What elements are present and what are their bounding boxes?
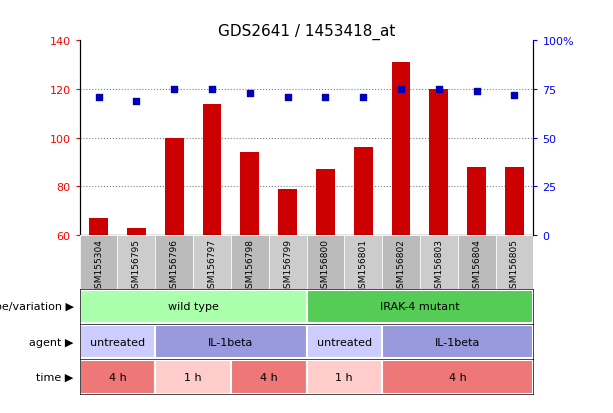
Bar (495, 235, 533, 289)
Bar (231, 235, 268, 289)
Bar (382, 325, 533, 358)
Point (396, 86, 406, 93)
Text: GSM156796: GSM156796 (170, 238, 179, 293)
Text: IL-1beta: IL-1beta (208, 337, 254, 347)
Point (321, 94, 330, 101)
Bar (458, 235, 495, 289)
Text: 4 h: 4 h (260, 372, 278, 382)
Text: GSM156795: GSM156795 (132, 238, 141, 293)
Text: 4 h: 4 h (109, 372, 126, 382)
Bar (240, 153, 259, 235)
Bar (193, 235, 231, 289)
Bar (429, 90, 448, 235)
Text: untreated: untreated (317, 337, 372, 347)
Text: GSM156797: GSM156797 (207, 238, 216, 293)
Bar (231, 360, 306, 394)
Bar (89, 218, 108, 235)
Bar (80, 235, 118, 289)
Bar (268, 235, 306, 289)
Bar (127, 228, 146, 235)
Text: 1 h: 1 h (335, 372, 353, 382)
Bar (505, 168, 524, 235)
Bar (345, 235, 382, 289)
Bar (382, 360, 533, 394)
Bar (306, 290, 533, 323)
Title: GDS2641 / 1453418_at: GDS2641 / 1453418_at (218, 24, 395, 40)
Text: agent ▶: agent ▶ (29, 337, 74, 347)
Point (472, 88, 482, 95)
Bar (382, 235, 420, 289)
Text: count: count (97, 412, 128, 413)
Bar (155, 325, 306, 358)
Bar (80, 360, 155, 394)
Text: IL-1beta: IL-1beta (435, 337, 481, 347)
Bar (392, 63, 411, 235)
Point (283, 94, 292, 101)
Bar (316, 170, 335, 235)
Text: 1 h: 1 h (185, 372, 202, 382)
Text: untreated: untreated (90, 337, 145, 347)
Bar (306, 325, 382, 358)
Text: GSM156799: GSM156799 (283, 238, 292, 293)
Text: time ▶: time ▶ (36, 372, 74, 382)
Bar (80, 290, 306, 323)
Text: GSM156804: GSM156804 (472, 238, 481, 293)
Text: GSM156805: GSM156805 (510, 238, 519, 293)
Bar (118, 235, 155, 289)
Text: genotype/variation ▶: genotype/variation ▶ (0, 301, 74, 312)
Point (131, 98, 141, 105)
Bar (155, 360, 231, 394)
Text: GSM156800: GSM156800 (321, 238, 330, 293)
Bar (306, 235, 345, 289)
Text: GSM156798: GSM156798 (245, 238, 254, 293)
Text: GSM156801: GSM156801 (359, 238, 368, 293)
Text: IRAK-4 mutant: IRAK-4 mutant (380, 301, 460, 312)
Bar (306, 360, 382, 394)
Point (94, 94, 104, 101)
Text: GSM156802: GSM156802 (397, 238, 406, 293)
Point (434, 86, 444, 93)
Bar (80, 325, 155, 358)
Point (245, 90, 255, 97)
Point (509, 93, 519, 99)
Text: ■: ■ (80, 411, 91, 413)
Bar (420, 235, 458, 289)
Text: wild type: wild type (168, 301, 218, 312)
Text: GSM155304: GSM155304 (94, 238, 103, 293)
Text: GSM156803: GSM156803 (434, 238, 443, 293)
Bar (202, 104, 221, 235)
Bar (278, 189, 297, 235)
Point (169, 86, 179, 93)
Bar (467, 168, 486, 235)
Point (358, 94, 368, 101)
Text: 4 h: 4 h (449, 372, 466, 382)
Bar (155, 235, 193, 289)
Point (207, 86, 217, 93)
Bar (165, 138, 184, 235)
Bar (354, 148, 373, 235)
